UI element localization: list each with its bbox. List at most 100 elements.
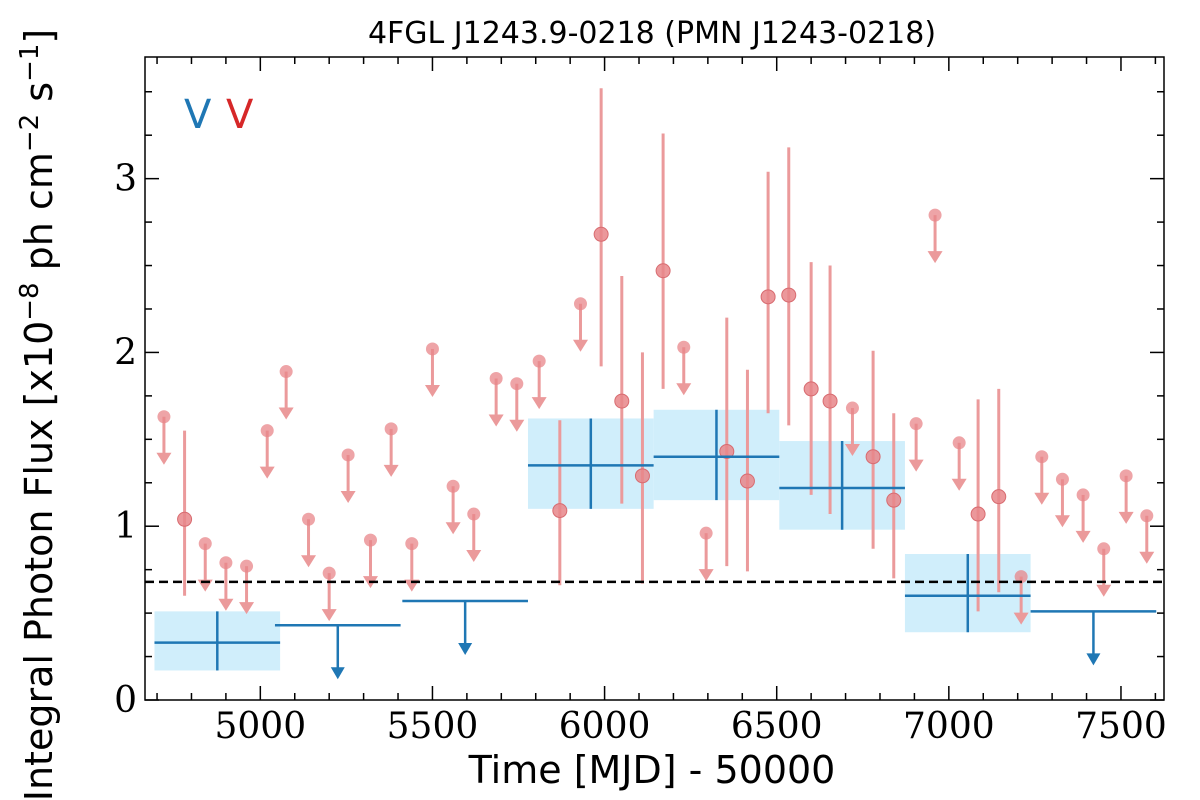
fine-upper-limit-point bbox=[845, 401, 859, 415]
fine-upper-limit-arrow bbox=[424, 384, 440, 397]
chart-title: 4FGL J1243.9-0218 (PMN J1243-0218) bbox=[368, 16, 936, 51]
fine-upper-limit-point bbox=[363, 533, 377, 547]
fine-data-point bbox=[552, 503, 568, 519]
fine-upper-limit-point bbox=[467, 507, 481, 521]
plot-area bbox=[145, 88, 1164, 680]
x-tick-label: 7000 bbox=[903, 706, 995, 747]
fine-upper-limit-point bbox=[1035, 450, 1049, 464]
fine-upper-limit-arrow bbox=[844, 444, 860, 457]
legend-entry-coarse: V bbox=[184, 92, 212, 138]
fine-upper-limit-arrow bbox=[927, 251, 943, 264]
fine-data-point bbox=[593, 226, 609, 242]
fine-data-point bbox=[177, 511, 193, 527]
fine-data-point bbox=[614, 393, 630, 409]
fine-upper-limit-point bbox=[532, 354, 546, 368]
fine-upper-limit-arrow bbox=[259, 466, 275, 479]
fine-upper-limit-arrow bbox=[218, 598, 234, 611]
fine-upper-limit-arrow bbox=[488, 414, 504, 427]
fine-data-point bbox=[739, 473, 755, 489]
fine-data-point bbox=[655, 263, 671, 279]
fine-data-point bbox=[719, 443, 735, 459]
fine-upper-limit-arrow bbox=[321, 609, 337, 622]
x-axis-label: Time [MJD] - 50000 bbox=[468, 748, 836, 792]
legend-entry-fine: V bbox=[226, 92, 254, 138]
fine-data-point bbox=[886, 492, 902, 508]
x-tick-label: 5500 bbox=[387, 706, 479, 747]
fine-upper-limit-point bbox=[699, 526, 713, 540]
fine-upper-limit-point bbox=[510, 377, 524, 391]
x-tick-label: 6500 bbox=[731, 706, 823, 747]
fine-data-point bbox=[970, 506, 986, 522]
x-tick-label: 5000 bbox=[215, 706, 307, 747]
fine-upper-limit-point bbox=[322, 566, 336, 580]
fine-upper-limit-point bbox=[1076, 488, 1090, 502]
fine-upper-limit-arrow bbox=[301, 555, 317, 568]
plot-frame bbox=[144, 56, 1165, 701]
fine-upper-limit-point bbox=[446, 479, 460, 493]
fine-upper-limit-point bbox=[573, 297, 587, 311]
fine-upper-limit-point bbox=[425, 342, 439, 356]
fine-upper-limit-point bbox=[198, 537, 212, 551]
fine-upper-limit-point bbox=[405, 537, 419, 551]
fine-upper-limit-point bbox=[1119, 469, 1133, 483]
fine-upper-limit-point bbox=[677, 340, 691, 354]
fine-upper-limit-arrow bbox=[445, 522, 461, 535]
fine-upper-limit-point bbox=[1014, 570, 1028, 584]
fine-data-point bbox=[991, 489, 1007, 505]
fine-upper-limit-point bbox=[952, 436, 966, 450]
y-axis-label: Integral Photon Flux [x10−8 ph cm−2 s−1] bbox=[15, 29, 61, 800]
fine-data-point bbox=[822, 393, 838, 409]
fine-upper-limit-arrow bbox=[1054, 515, 1070, 528]
fine-upper-limit-point bbox=[302, 512, 316, 526]
fine-data-point bbox=[634, 468, 650, 484]
y-tick-label: 2 bbox=[114, 332, 137, 373]
y-axis-label-prefix: Integral Photon Flux [x10 bbox=[17, 321, 61, 800]
fine-upper-limit-arrow bbox=[340, 490, 356, 503]
fine-upper-limit-arrow bbox=[278, 407, 294, 420]
fine-upper-limit-arrow bbox=[698, 569, 714, 582]
y-tick-label: 3 bbox=[114, 159, 137, 200]
fine-upper-limit-point bbox=[341, 448, 355, 462]
fine-upper-limit-arrow bbox=[572, 339, 588, 352]
fine-upper-limit-arrow bbox=[1075, 530, 1091, 543]
fine-upper-limit-point bbox=[279, 365, 293, 379]
fine-upper-limit-arrow bbox=[1118, 511, 1134, 524]
coarse-upper-limit-arrow bbox=[1086, 653, 1101, 666]
fine-upper-limit-arrow bbox=[383, 464, 399, 477]
fine-upper-limit-arrow bbox=[509, 419, 525, 432]
fine-upper-limit-point bbox=[219, 556, 233, 570]
y-axis-label-unit-cm: ph cm bbox=[17, 152, 61, 282]
fine-upper-limit-arrow bbox=[676, 383, 692, 396]
y-axis-label-unit-s: s bbox=[17, 82, 61, 114]
axes-frame: 5000 5500 6000 6500 7000 7500 0 1 2 3 bbox=[114, 56, 1167, 747]
y-axis-label-suffix: ] bbox=[17, 29, 61, 44]
x-tick-label: 6000 bbox=[559, 706, 651, 747]
fine-upper-limit-arrow bbox=[1013, 612, 1029, 625]
fine-upper-limit-point bbox=[928, 208, 942, 222]
fine-upper-limit-arrow bbox=[239, 602, 255, 615]
fine-upper-limit-point bbox=[384, 422, 398, 436]
fine-upper-limit-point bbox=[1097, 542, 1111, 556]
y-axis-label-exponent-3: −1 bbox=[15, 44, 45, 82]
x-tick-label: 7500 bbox=[1075, 706, 1167, 747]
fine-upper-limit-point bbox=[909, 417, 923, 431]
plot-content bbox=[145, 88, 1164, 680]
fine-data-point bbox=[781, 287, 797, 303]
fine-upper-limit-arrow bbox=[531, 397, 547, 410]
fine-upper-limit-arrow bbox=[1139, 551, 1155, 564]
fine-upper-limit-arrow bbox=[908, 459, 924, 472]
fine-upper-limit-arrow bbox=[951, 478, 967, 491]
fine-upper-limit-arrow bbox=[1096, 584, 1112, 597]
fine-upper-limit-arrow bbox=[156, 452, 172, 465]
coarse-upper-limit-arrow bbox=[330, 667, 345, 680]
fine-data-point bbox=[760, 289, 776, 305]
y-tick-label: 0 bbox=[114, 680, 137, 721]
fine-data-point bbox=[865, 449, 881, 465]
legend: V V bbox=[184, 92, 254, 138]
fine-upper-limit-arrow bbox=[1034, 492, 1050, 505]
fine-upper-limit-point bbox=[260, 424, 274, 438]
fine-upper-limit-point bbox=[1140, 509, 1154, 523]
fine-upper-limit-point bbox=[1055, 472, 1069, 486]
fine-upper-limit-point bbox=[489, 372, 503, 385]
